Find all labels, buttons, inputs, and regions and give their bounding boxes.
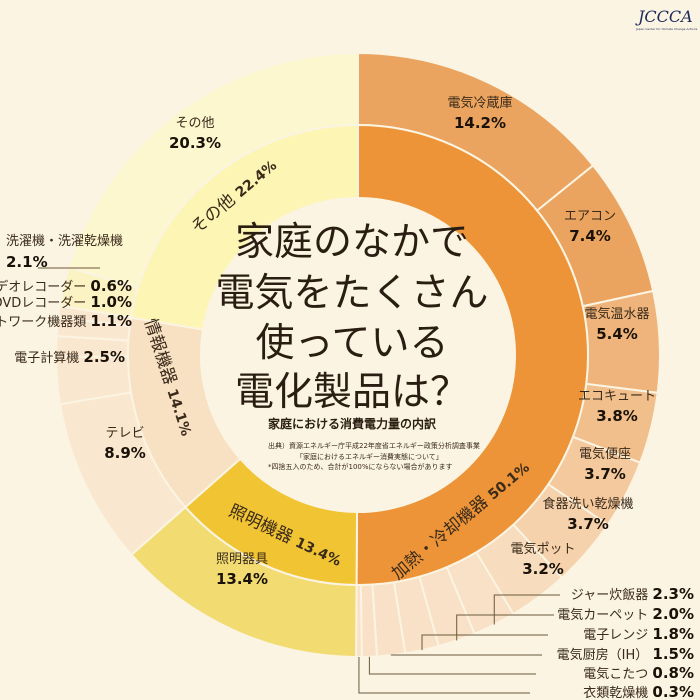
item-name: ネットワーク機器類: [0, 315, 90, 330]
center-title-line: 家庭のなかで: [235, 220, 469, 265]
inner-slice: [129, 123, 359, 331]
center-title-line: 電化製品は？: [235, 370, 469, 415]
item-name: 洗濯機・洗濯乾燥機: [6, 234, 123, 249]
center-title-line: 電気をたくさん: [215, 271, 488, 316]
item-value: 14.2%: [454, 114, 506, 132]
item-name: 電子計算機: [14, 350, 83, 366]
item-value: 1.0%: [90, 293, 132, 311]
item-value: 0.3%: [652, 683, 694, 700]
leader-line: [368, 656, 536, 675]
item-value: 13.4%: [216, 570, 268, 588]
logo-text: JCCCA: [635, 7, 693, 26]
source-line: 「家庭におけるエネルギー消費実態について」: [296, 452, 443, 461]
item-name: 電気ポット: [510, 541, 575, 557]
item-value: 0.8%: [652, 664, 694, 682]
item-value: 1.8%: [652, 625, 694, 643]
jccca-logo: JCCCA Japan Center for Climate Change Ac…: [635, 7, 698, 31]
item-label-line: 電子計算機 2.5%: [14, 348, 125, 366]
item-name: 電気こたつ: [583, 666, 652, 682]
center-disc: [201, 198, 515, 512]
source-footnote: *四捨五入のため、合計が100%にならない場合があります: [268, 462, 453, 471]
item-value: 0.6%: [90, 277, 132, 295]
item-label-line: 電気厨房（IH） 1.5%: [557, 645, 694, 663]
item-label-line: ジャー炊飯器 2.3%: [571, 585, 694, 603]
item-value: 8.9%: [104, 444, 146, 462]
item-name: 照明器具: [216, 552, 268, 567]
outer-ring: [54, 51, 661, 659]
item-name: その他: [175, 116, 214, 131]
item-value: 3.8%: [596, 407, 638, 425]
item-name: 電気便座: [579, 446, 631, 462]
item-value: 3.2%: [522, 560, 564, 578]
item-label-line: 電子レンジ 1.8%: [583, 625, 694, 643]
leader-line: [456, 614, 554, 641]
center-subtitle: 家庭における消費電力量の内訳: [268, 416, 437, 431]
item-name: 食器洗い乾燥機: [542, 496, 633, 512]
item-name: 電気カーペット: [557, 607, 652, 623]
item-name: ビデオレコーダー: [0, 279, 90, 295]
item-name: 衣類乾燥機: [583, 685, 652, 700]
item-value: 1.1%: [90, 312, 132, 330]
leader-lines: [38, 267, 560, 694]
leader-line: [358, 656, 530, 694]
item-label-line: ネットワーク機器類 1.1%: [0, 312, 132, 330]
item-name: 電気冷蔵庫: [447, 95, 512, 111]
source-line: 出典）資源エネルギー庁平成22年度省エネルギー政策分析調査事業: [268, 441, 480, 450]
item-value: 3.7%: [584, 465, 626, 483]
item-value: 2.0%: [652, 605, 694, 623]
item-name: 電気厨房（IH）: [557, 647, 653, 663]
item-value: 3.7%: [567, 515, 609, 533]
item-label-line: 衣類乾燥機 0.3%: [583, 683, 694, 700]
item-value: 2.5%: [83, 348, 125, 366]
item-name: 電子レンジ: [583, 628, 652, 643]
item-value: 7.4%: [569, 227, 611, 245]
center-title-line: 使っている: [255, 321, 448, 366]
item-name: DVDレコーダー: [0, 296, 90, 311]
item-name: 電気温水器: [584, 306, 649, 322]
item-label-line: 電気こたつ 0.8%: [583, 664, 694, 682]
leader-line: [421, 634, 548, 651]
center-block: 家庭のなかで 電気をたくさん 使っている 電化製品は？ 家庭における消費電力量の…: [215, 220, 488, 471]
item-labels: 電気冷蔵庫 14.2% エアコン 7.4% 電気温水器 5.4% エコキュート 3.8% 電気便…: [0, 95, 694, 700]
item-value: 1.5%: [652, 645, 694, 663]
item-name: ジャー炊飯器: [571, 588, 652, 603]
item-label-line: ビデオレコーダー 0.6%: [0, 277, 132, 295]
item-name: エアコン: [564, 209, 616, 224]
logo-subtext: Japan Center for Climate Change Actions: [635, 27, 698, 31]
item-value: 20.3%: [169, 134, 221, 152]
item-name: テレビ: [105, 426, 144, 441]
item-value: 2.1%: [6, 253, 48, 271]
item-value: 2.3%: [652, 585, 694, 603]
item-value: 5.4%: [596, 325, 638, 343]
item-name: エコキュート: [578, 389, 656, 404]
item-label-line: 電気カーペット 2.0%: [557, 605, 694, 623]
item-label-line: DVDレコーダー 1.0%: [0, 293, 132, 311]
inner-ring: [127, 123, 590, 587]
